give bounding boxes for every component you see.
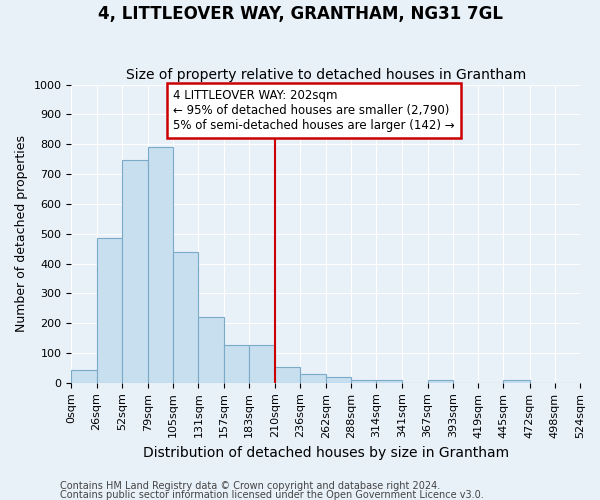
Bar — [199, 317, 224, 383]
Bar — [428, 380, 453, 383]
Bar — [326, 378, 351, 383]
Bar — [275, 368, 301, 383]
Text: 4, LITTLEOVER WAY, GRANTHAM, NG31 7GL: 4, LITTLEOVER WAY, GRANTHAM, NG31 7GL — [97, 5, 503, 23]
Bar — [71, 370, 97, 383]
Y-axis label: Number of detached properties: Number of detached properties — [15, 135, 28, 332]
Bar — [351, 380, 376, 383]
Bar — [249, 344, 275, 383]
Bar — [301, 374, 326, 383]
Bar — [148, 147, 173, 383]
Bar — [122, 160, 148, 383]
X-axis label: Distribution of detached houses by size in Grantham: Distribution of detached houses by size … — [143, 446, 509, 460]
Text: 4 LITTLEOVER WAY: 202sqm
← 95% of detached houses are smaller (2,790)
5% of semi: 4 LITTLEOVER WAY: 202sqm ← 95% of detach… — [173, 89, 455, 132]
Title: Size of property relative to detached houses in Grantham: Size of property relative to detached ho… — [125, 68, 526, 82]
Text: Contains public sector information licensed under the Open Government Licence v3: Contains public sector information licen… — [60, 490, 484, 500]
Bar — [97, 238, 122, 383]
Text: Contains HM Land Registry data © Crown copyright and database right 2024.: Contains HM Land Registry data © Crown c… — [60, 481, 440, 491]
Bar — [224, 344, 249, 383]
Bar — [376, 380, 403, 383]
Bar — [173, 252, 199, 383]
Bar — [503, 380, 530, 383]
